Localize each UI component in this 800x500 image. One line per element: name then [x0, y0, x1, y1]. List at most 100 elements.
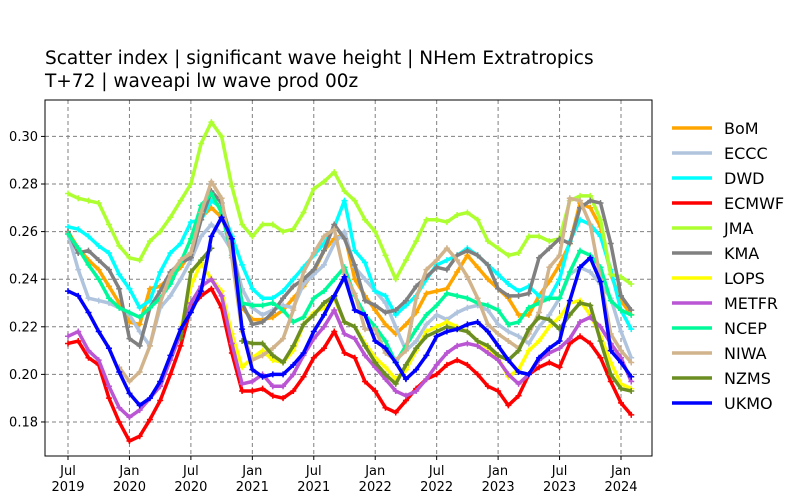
- data-point: [628, 359, 635, 366]
- data-point: [423, 321, 430, 328]
- data-point: [454, 211, 461, 218]
- data-point: [208, 233, 215, 240]
- data-point: [546, 264, 553, 271]
- data-point: [85, 347, 92, 354]
- data-point: [474, 295, 481, 302]
- data-point: [157, 397, 164, 404]
- data-point: [218, 214, 225, 221]
- legend-label: METFR: [724, 294, 778, 313]
- legend-label: LOPS: [724, 269, 765, 288]
- data-point: [126, 390, 133, 397]
- data-point: [269, 221, 276, 228]
- data-point: [546, 345, 553, 352]
- data-point: [372, 288, 379, 295]
- data-point: [177, 257, 184, 264]
- data-point: [413, 326, 420, 333]
- data-point: [495, 330, 502, 337]
- data-point: [495, 271, 502, 278]
- data-point: [259, 352, 266, 359]
- data-point: [433, 361, 440, 368]
- data-point: [269, 352, 276, 359]
- data-point: [300, 321, 307, 328]
- x-tick-label: Jul: [59, 464, 76, 479]
- x-tick-label: 2019: [51, 480, 84, 495]
- data-point: [228, 340, 235, 347]
- data-point: [546, 238, 553, 245]
- data-point: [536, 364, 543, 371]
- data-point: [372, 388, 379, 395]
- data-point: [126, 438, 133, 445]
- data-point: [392, 409, 399, 416]
- data-point: [249, 302, 256, 309]
- data-point: [433, 311, 440, 318]
- data-point: [505, 280, 512, 287]
- data-point: [597, 200, 604, 207]
- legend-label: KMA: [724, 244, 759, 263]
- data-point: [577, 264, 584, 271]
- data-point: [208, 119, 215, 126]
- data-point: [65, 333, 71, 340]
- data-point: [443, 361, 450, 368]
- data-point: [443, 219, 450, 226]
- data-point: [525, 304, 532, 311]
- data-point: [218, 292, 225, 299]
- data-point: [259, 302, 266, 309]
- data-point: [228, 235, 235, 242]
- data-point: [187, 269, 194, 276]
- data-point: [65, 230, 71, 237]
- data-point: [556, 314, 563, 321]
- y-tick-label: 0.18: [9, 415, 38, 430]
- x-tick-label: 2021: [297, 480, 330, 495]
- data-point: [331, 226, 338, 233]
- data-point: [116, 418, 123, 425]
- data-point: [402, 321, 409, 328]
- data-point: [208, 276, 215, 283]
- data-point: [310, 250, 317, 257]
- data-point: [361, 276, 368, 283]
- data-point: [515, 319, 522, 326]
- data-point: [310, 295, 317, 302]
- data-point: [464, 304, 471, 311]
- data-point: [198, 140, 205, 147]
- data-point: [505, 338, 512, 345]
- x-tick-label: Jul: [182, 464, 199, 479]
- data-point: [566, 335, 573, 342]
- data-point: [546, 323, 553, 330]
- data-point: [443, 328, 450, 335]
- x-tick-label: Jul: [305, 464, 322, 479]
- data-point: [198, 209, 205, 216]
- data-point: [239, 388, 246, 395]
- data-point: [331, 169, 338, 176]
- data-point: [372, 302, 379, 309]
- chart-title-line-2: T+72 | waveapi lw wave prod 00z: [44, 71, 358, 92]
- data-point: [464, 340, 471, 347]
- data-point: [474, 338, 481, 345]
- data-point: [546, 245, 553, 252]
- data-point: [341, 197, 348, 204]
- data-point: [628, 326, 635, 333]
- data-point: [495, 342, 502, 349]
- data-point: [423, 376, 430, 383]
- data-point: [105, 250, 112, 257]
- data-point: [402, 297, 409, 304]
- x-tick-label: 2020: [174, 480, 207, 495]
- data-point: [290, 283, 297, 290]
- data-point: [351, 290, 358, 297]
- data-point: [382, 321, 389, 328]
- data-point: [382, 292, 389, 299]
- data-point: [382, 309, 389, 316]
- data-point: [95, 357, 102, 364]
- data-point: [280, 371, 287, 378]
- x-tick-label: Jan: [487, 464, 508, 479]
- data-point: [269, 345, 276, 352]
- data-point: [198, 288, 205, 295]
- data-point: [402, 347, 409, 354]
- data-point: [536, 314, 543, 321]
- data-point: [413, 238, 420, 245]
- data-point: [587, 204, 594, 211]
- data-point: [269, 392, 276, 399]
- data-point: [341, 188, 348, 195]
- data-point: [474, 216, 481, 223]
- data-point: [525, 347, 532, 354]
- data-point: [341, 349, 348, 356]
